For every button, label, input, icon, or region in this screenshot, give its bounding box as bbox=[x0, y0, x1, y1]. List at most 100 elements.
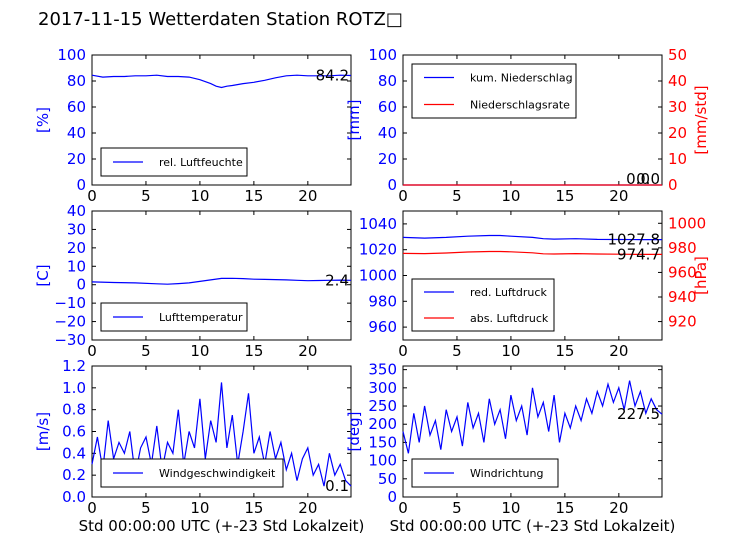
x-tick-label: 10 bbox=[190, 499, 209, 517]
y-tick-label: 80 bbox=[378, 72, 397, 90]
legend: Windrichtung 227.5 bbox=[411, 405, 660, 488]
y-tick-label: 40 bbox=[67, 202, 86, 220]
y-tick-label: 0 bbox=[76, 276, 86, 294]
y-tick-label: 1.0 bbox=[62, 379, 86, 397]
y-tick-label: 0.6 bbox=[62, 423, 86, 441]
last-value-annotation: 0.1 bbox=[325, 477, 349, 495]
last-value-annotation: 1027.8 bbox=[608, 231, 661, 249]
y-tick-label: 0.4 bbox=[62, 444, 86, 462]
y-tick-label: 20 bbox=[378, 150, 397, 168]
y-tick-label: 1.2 bbox=[62, 357, 86, 375]
y-tick-label: 980 bbox=[368, 292, 397, 310]
legend-label: abs. Luftdruck bbox=[470, 312, 549, 325]
x-tick-label: 10 bbox=[190, 342, 209, 360]
y-tick-label: 40 bbox=[378, 124, 397, 142]
y-tick-label: −10 bbox=[54, 294, 86, 312]
x-tick-label: 15 bbox=[244, 499, 263, 517]
y-right-tick-label: 940 bbox=[668, 288, 697, 306]
x-tick-label: 0 bbox=[398, 342, 408, 360]
plot-frame bbox=[91, 54, 352, 186]
legend-label: Windrichtung bbox=[470, 467, 543, 480]
y-right-tick-label: 40 bbox=[668, 72, 687, 90]
legend-label: Niederschlagsrate bbox=[470, 99, 570, 112]
panel-bottom-left: 0 5 10 15 20 0.0 0.2 0.4 0.6 0.8 1.0 1.2 [m/s] Std 00… bbox=[34, 357, 364, 535]
legend-frame bbox=[411, 63, 577, 119]
y-tick-label: 300 bbox=[368, 379, 397, 397]
x-tick-label: 20 bbox=[609, 187, 628, 205]
y-axis-label: [%] bbox=[34, 107, 52, 133]
y-tick-label: 100 bbox=[368, 46, 397, 64]
y-axis-label: [C] bbox=[34, 264, 52, 286]
panel-middle-left: 0 5 10 15 20−30−20−10010203040[C]Lufttempera… bbox=[34, 202, 352, 360]
y-tick-label: 60 bbox=[378, 98, 397, 116]
panel-top-right: 0 5 10 15 20 0 20 40 60 80 100 0 10 20 30 40 50 [mm] [mm/s… bbox=[345, 46, 710, 205]
y-right-axis-label: [hPa] bbox=[692, 256, 710, 295]
y-right-tick-label: 0 bbox=[668, 176, 678, 194]
y-tick-label: 1000 bbox=[359, 267, 397, 285]
x-tick-label: 20 bbox=[609, 342, 628, 360]
x-tick-label: 20 bbox=[298, 187, 317, 205]
y-tick-label: 1020 bbox=[359, 241, 397, 259]
x-tick-label: 0 bbox=[87, 342, 97, 360]
legend-label: red. Luftdruck bbox=[470, 286, 547, 299]
x-tick-label: 20 bbox=[609, 499, 628, 517]
x-tick-label: 0 bbox=[398, 499, 408, 517]
y-right-axis-label: [mm/std] bbox=[692, 85, 710, 154]
last-value-annotation: 227.5 bbox=[617, 405, 660, 423]
y-tick-label: 0.0 bbox=[62, 488, 86, 506]
x-tick-label: 0 bbox=[87, 499, 97, 517]
y-right-tick-label: 10 bbox=[668, 150, 687, 168]
x-tick-label: 5 bbox=[452, 187, 462, 205]
y-tick-label: 0.8 bbox=[62, 401, 86, 419]
x-tick-label: 15 bbox=[244, 342, 263, 360]
y-tick-label: 30 bbox=[67, 220, 86, 238]
y-tick-label: 150 bbox=[368, 433, 397, 451]
y-right-tick-label: 50 bbox=[668, 46, 687, 64]
y-tick-label: 250 bbox=[368, 397, 397, 415]
legend-label: Windgeschwindigkeit bbox=[159, 467, 276, 480]
legend-label: Lufttemperatur bbox=[159, 311, 243, 324]
y-tick-label: 350 bbox=[368, 361, 397, 379]
y-right-tick-label: 30 bbox=[668, 98, 687, 116]
x-tick-label: 15 bbox=[555, 187, 574, 205]
last-value-annotation: 84.2 bbox=[316, 67, 349, 85]
legend-label: rel. Luftfeuchte bbox=[159, 156, 243, 169]
y-tick-label: −30 bbox=[54, 331, 86, 349]
x-axis-label: Std 00:00:00 UTC (+-23 Std Lokalzeit) bbox=[79, 517, 365, 535]
x-tick-label: 5 bbox=[141, 342, 151, 360]
series-line bbox=[402, 250, 662, 255]
y-tick-label: 0 bbox=[76, 176, 86, 194]
legend: kum. Niederschlag Niederschlagsrate 0.00.0 bbox=[411, 63, 660, 188]
y-tick-label: 60 bbox=[67, 98, 86, 116]
x-tick-label: 10 bbox=[190, 187, 209, 205]
x-tick-label: 5 bbox=[452, 342, 462, 360]
x-tick-label: 10 bbox=[501, 342, 520, 360]
x-axis-label: Std 00:00:00 UTC (+-23 Std Lokalzeit) bbox=[390, 517, 676, 535]
y-tick-label: 20 bbox=[67, 239, 86, 257]
x-tick-label: 15 bbox=[555, 342, 574, 360]
y-tick-label: 0 bbox=[387, 488, 397, 506]
y-axis-label: [mm] bbox=[345, 100, 363, 141]
series-line bbox=[402, 380, 663, 454]
y-tick-label: 100 bbox=[57, 46, 86, 64]
last-value-annotation: 0.0 bbox=[626, 170, 650, 188]
y-right-tick-label: 920 bbox=[668, 313, 697, 331]
legend: Windgeschwindigkeit 0.1 bbox=[100, 458, 349, 495]
last-value-annotation: 0.0 bbox=[636, 170, 660, 188]
legend: rel. Luftfeuchte 84.2 bbox=[100, 67, 349, 177]
y-tick-label: 200 bbox=[368, 415, 397, 433]
x-tick-label: 0 bbox=[398, 187, 408, 205]
series-line bbox=[91, 74, 352, 89]
y-right-tick-label: 20 bbox=[668, 124, 687, 142]
y-tick-label: −20 bbox=[54, 313, 86, 331]
series-line bbox=[402, 234, 662, 241]
x-tick-label: 20 bbox=[298, 342, 317, 360]
y-right-tick-label: 1000 bbox=[668, 214, 706, 232]
legend: Lufttemperatur 2.4 bbox=[100, 271, 349, 332]
x-tick-label: 10 bbox=[501, 499, 520, 517]
y-tick-label: 960 bbox=[368, 318, 397, 336]
y-tick-label: 100 bbox=[368, 452, 397, 470]
x-tick-label: 10 bbox=[501, 187, 520, 205]
